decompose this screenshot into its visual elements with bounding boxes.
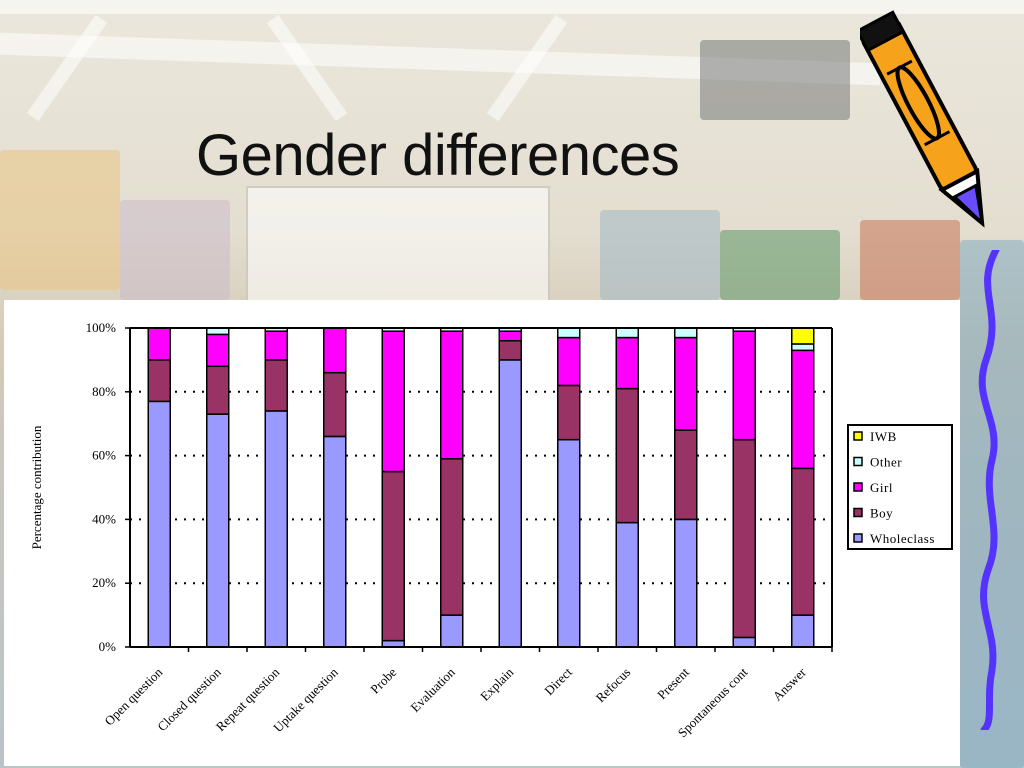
- bar-segment-girl: [440, 330, 464, 460]
- bar-segment-wholeclass: [498, 359, 522, 648]
- y-tick-label: 80%: [92, 384, 116, 399]
- bar-segment-girl: [206, 333, 230, 368]
- bar-segment-boy: [732, 438, 756, 639]
- bar-segment-boy: [381, 470, 405, 642]
- legend-box: [847, 424, 953, 550]
- bar-segment-boy: [557, 384, 581, 441]
- chart-panel: 0% 20% 40% 60% 80% 100% Percentage contributio…: [4, 300, 960, 766]
- bar-segment-girl: [732, 330, 756, 441]
- bar-segment-boy: [615, 387, 639, 524]
- bar-segment-wholeclass: [147, 400, 171, 648]
- legend-swatch-wholeclass: [853, 533, 863, 543]
- bar-segment-wholeclass: [440, 614, 464, 648]
- bar-segment-other: [674, 327, 698, 339]
- bar-segment-other: [615, 327, 639, 339]
- squiggle-line-decoration: [978, 250, 1000, 730]
- bar-segment-boy: [323, 371, 347, 438]
- bar-segment-boy: [674, 429, 698, 521]
- bar-segment-wholeclass: [557, 438, 581, 648]
- bar-segment-boy: [147, 359, 171, 403]
- slide-title: Gender differences: [196, 123, 680, 188]
- bar-segment-girl: [498, 330, 522, 342]
- y-axis-label: Percentage contribution: [29, 425, 44, 549]
- bar-segment-wholeclass: [791, 614, 815, 648]
- legend-label: IWB: [870, 429, 897, 444]
- x-tick-label: Probe: [367, 664, 399, 696]
- x-tick-label: Present: [654, 664, 692, 702]
- y-tick-label: 0%: [99, 639, 117, 654]
- bar-segment-boy: [791, 467, 815, 616]
- bar-segment-wholeclass: [206, 413, 230, 648]
- x-tick-label: Open question: [101, 664, 165, 728]
- bar-segment-boy: [206, 365, 230, 415]
- bar-segment-girl: [557, 336, 581, 387]
- bar-segment-wholeclass: [674, 518, 698, 648]
- bar-segment-girl: [381, 330, 405, 473]
- legend-label: Girl: [870, 480, 893, 495]
- y-tick-label: 100%: [86, 320, 117, 335]
- bar-segment-boy: [440, 458, 464, 616]
- bar-segment-wholeclass: [323, 435, 347, 648]
- bar-segment-other: [557, 327, 581, 339]
- stacked-bar-chart: 0% 20% 40% 60% 80% 100% Percentage contributio…: [29, 320, 953, 740]
- bar-segment-girl: [791, 349, 815, 470]
- bar-segment-wholeclass: [264, 410, 288, 648]
- y-tick-label: 60%: [92, 448, 116, 463]
- x-tick-label: Refocus: [593, 665, 634, 706]
- x-tick-label: Direct: [541, 664, 575, 698]
- bar-segment-wholeclass: [615, 521, 639, 648]
- x-tick-label: Evaluation: [407, 664, 458, 715]
- y-tick-label: 20%: [92, 575, 116, 590]
- bar-segment-iwb: [791, 327, 815, 345]
- pencil-icon: [860, 10, 985, 228]
- bar-segment-girl: [147, 327, 171, 361]
- x-tick-label: Answer: [770, 664, 810, 704]
- bar-segment-girl: [615, 336, 639, 390]
- legend-swatch-iwb: [853, 431, 863, 441]
- bar-segment-girl: [264, 330, 288, 361]
- bar-segment-other: [791, 343, 815, 352]
- x-tick-label: Explain: [477, 664, 517, 704]
- y-tick-label: 40%: [92, 511, 116, 526]
- bar-segment-boy: [498, 340, 522, 361]
- legend-label: Wholeclass: [870, 531, 935, 546]
- legend-label: Other: [870, 455, 902, 470]
- legend-label: Boy: [870, 506, 893, 521]
- legend-swatch-boy: [853, 507, 863, 518]
- legend-swatch-other: [853, 456, 863, 467]
- bar-segment-girl: [674, 336, 698, 431]
- bar-segment-wholeclass: [732, 636, 756, 648]
- legend-swatch-girl: [853, 482, 863, 492]
- bar-segment-boy: [264, 359, 288, 412]
- bar-segment-girl: [323, 327, 347, 374]
